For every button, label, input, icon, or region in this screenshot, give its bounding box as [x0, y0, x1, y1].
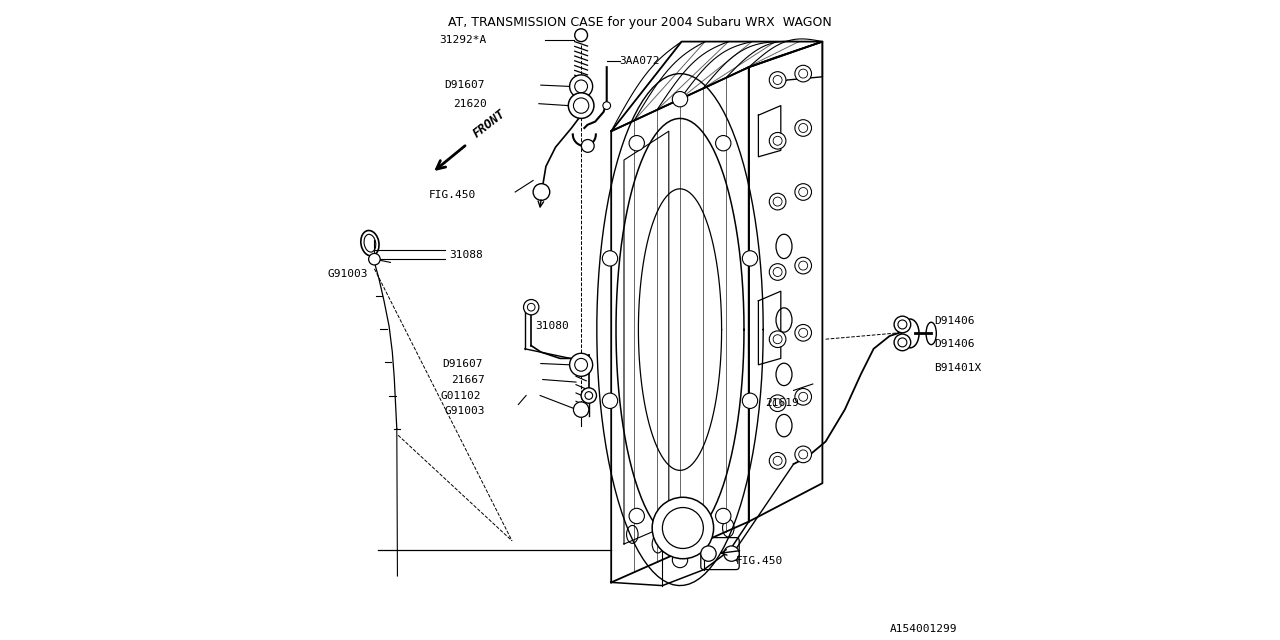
Circle shape: [716, 508, 731, 524]
Circle shape: [795, 184, 812, 200]
Circle shape: [581, 388, 596, 403]
Text: D91607: D91607: [444, 80, 485, 90]
Circle shape: [581, 140, 594, 152]
Circle shape: [575, 29, 588, 42]
Circle shape: [893, 334, 911, 351]
Circle shape: [799, 261, 808, 270]
Circle shape: [899, 320, 906, 329]
Circle shape: [795, 388, 812, 405]
Circle shape: [570, 75, 593, 98]
Circle shape: [769, 331, 786, 348]
Ellipse shape: [776, 364, 792, 385]
Circle shape: [799, 69, 808, 78]
Circle shape: [585, 392, 593, 399]
Circle shape: [899, 338, 906, 347]
Ellipse shape: [722, 519, 735, 537]
Circle shape: [795, 257, 812, 274]
Circle shape: [773, 136, 782, 145]
Circle shape: [795, 120, 812, 136]
Text: 21620: 21620: [453, 99, 486, 109]
Circle shape: [769, 72, 786, 88]
Circle shape: [769, 452, 786, 469]
Circle shape: [716, 136, 731, 151]
Text: AT, TRANSMISSION CASE for your 2004 Subaru WRX  WAGON: AT, TRANSMISSION CASE for your 2004 Suba…: [448, 16, 832, 29]
Ellipse shape: [364, 234, 376, 252]
Ellipse shape: [776, 308, 792, 332]
Circle shape: [573, 402, 589, 417]
Text: B91401X: B91401X: [934, 363, 982, 373]
Circle shape: [573, 98, 589, 113]
Circle shape: [799, 392, 808, 401]
Circle shape: [773, 399, 782, 408]
Text: A154001299: A154001299: [890, 623, 957, 634]
Circle shape: [773, 456, 782, 465]
Circle shape: [603, 393, 618, 408]
Text: FIG.450: FIG.450: [429, 190, 476, 200]
Circle shape: [532, 184, 550, 200]
Circle shape: [795, 446, 812, 463]
Circle shape: [769, 193, 786, 210]
Circle shape: [773, 268, 782, 276]
Ellipse shape: [901, 319, 919, 348]
Circle shape: [773, 335, 782, 344]
Text: D91406: D91406: [934, 316, 975, 326]
Text: G91003: G91003: [328, 269, 369, 279]
Circle shape: [524, 300, 539, 315]
Circle shape: [652, 497, 714, 559]
FancyBboxPatch shape: [701, 538, 740, 570]
Circle shape: [369, 253, 380, 265]
Circle shape: [742, 251, 758, 266]
Circle shape: [603, 102, 611, 109]
Text: D91406: D91406: [934, 339, 975, 349]
Circle shape: [799, 124, 808, 132]
Ellipse shape: [927, 323, 937, 344]
Ellipse shape: [701, 532, 713, 550]
Circle shape: [795, 324, 812, 341]
Text: 31088: 31088: [449, 250, 483, 260]
Text: FRONT: FRONT: [471, 108, 508, 141]
Circle shape: [799, 188, 808, 196]
Ellipse shape: [776, 415, 792, 436]
Circle shape: [773, 76, 782, 84]
Text: 21619: 21619: [765, 398, 799, 408]
Ellipse shape: [776, 234, 792, 259]
Circle shape: [724, 546, 740, 561]
Ellipse shape: [653, 535, 664, 553]
Text: 31080: 31080: [535, 321, 568, 332]
Ellipse shape: [361, 230, 379, 256]
Circle shape: [575, 80, 588, 93]
Circle shape: [769, 132, 786, 149]
Circle shape: [672, 92, 687, 107]
Ellipse shape: [627, 525, 637, 543]
Circle shape: [527, 303, 535, 311]
Circle shape: [663, 508, 704, 548]
Text: 31292*A: 31292*A: [439, 35, 486, 45]
Circle shape: [769, 264, 786, 280]
Circle shape: [628, 508, 644, 524]
Text: 21667: 21667: [452, 374, 485, 385]
Text: 3AA072: 3AA072: [620, 56, 660, 66]
Circle shape: [742, 393, 758, 408]
Text: D91607: D91607: [442, 358, 483, 369]
Circle shape: [603, 251, 618, 266]
Circle shape: [575, 358, 588, 371]
Circle shape: [672, 552, 687, 568]
Circle shape: [795, 65, 812, 82]
Text: G01102: G01102: [440, 390, 481, 401]
Circle shape: [799, 450, 808, 459]
Circle shape: [628, 136, 644, 151]
Circle shape: [769, 395, 786, 412]
Circle shape: [568, 93, 594, 118]
Text: FIG.450: FIG.450: [736, 556, 783, 566]
Circle shape: [799, 328, 808, 337]
Circle shape: [701, 546, 717, 561]
Text: G91003: G91003: [444, 406, 485, 416]
Circle shape: [570, 353, 593, 376]
Circle shape: [773, 197, 782, 206]
Circle shape: [893, 316, 911, 333]
